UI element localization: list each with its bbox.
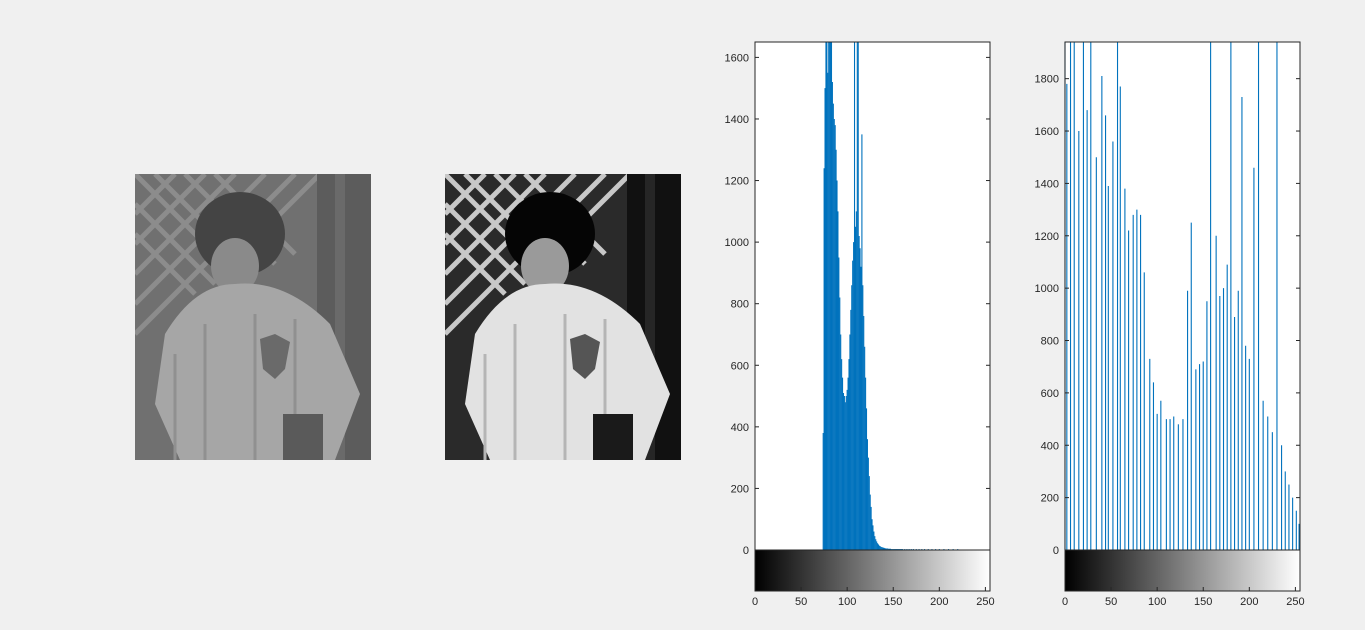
y-tick: 1200	[1035, 231, 1300, 243]
y-tick: 1600	[1035, 126, 1300, 138]
y-tick-label: 0	[1053, 545, 1059, 557]
y-tick: 800	[731, 299, 990, 311]
y-tick-label: 400	[1041, 440, 1059, 452]
histogram-original: 0 200 400 600 800 1000 1200 1400 1600 0 50 100 150 20…	[725, 41, 995, 608]
x-tick-label: 50	[795, 596, 807, 608]
gray-colorbar	[754, 549, 991, 592]
y-tick-label: 1000	[725, 237, 749, 249]
x-tick-label: 200	[930, 596, 948, 608]
y-tick-label: 1600	[1035, 126, 1059, 138]
histogram-equalized: 0 200 400 600 800 1000 1200 1400 1600 1800 0 50 100 1…	[1035, 41, 1305, 608]
x-tick: 100	[838, 587, 856, 608]
equalized-image-canvas	[445, 174, 681, 460]
y-tick: 1200	[725, 176, 990, 188]
y-tick: 200	[1041, 493, 1300, 505]
x-tick: 150	[884, 587, 902, 608]
x-tick: 50	[795, 587, 807, 608]
x-tick: 0	[752, 587, 758, 608]
original-image-canvas	[135, 174, 371, 460]
original-image	[135, 174, 371, 460]
y-tick: 800	[1041, 336, 1300, 348]
equalized-image	[445, 174, 681, 460]
gray-colorbar	[1064, 549, 1301, 592]
y-tick: 1400	[1035, 178, 1300, 190]
x-tick: 250	[1286, 587, 1305, 608]
y-tick: 200	[731, 483, 990, 495]
y-tick-label: 400	[731, 422, 749, 434]
x-tick: 50	[1105, 587, 1117, 608]
x-tick-label: 50	[1105, 596, 1117, 608]
plot-area	[755, 42, 990, 550]
y-tick: 1000	[725, 237, 990, 249]
y-tick: 600	[731, 360, 990, 372]
y-tick: 400	[1041, 440, 1300, 452]
y-tick: 400	[731, 422, 990, 434]
y-tick-label: 1200	[1035, 231, 1059, 243]
x-tick: 250	[976, 587, 995, 608]
y-tick-label: 1200	[725, 176, 749, 188]
y-tick: 1600	[725, 52, 990, 64]
x-tick-label: 250	[976, 596, 994, 608]
y-tick-label: 1400	[725, 114, 749, 126]
y-tick-label: 1400	[1035, 178, 1059, 190]
y-tick-label: 800	[1041, 336, 1059, 348]
x-tick-label: 150	[1194, 596, 1212, 608]
x-tick-label: 0	[752, 596, 758, 608]
y-tick-label: 600	[1041, 388, 1059, 400]
y-tick-label: 1800	[1035, 74, 1059, 86]
y-tick-label: 800	[731, 299, 749, 311]
y-tick: 1000	[1035, 283, 1300, 295]
x-tick: 150	[1194, 587, 1212, 608]
x-tick: 0	[1062, 587, 1068, 608]
x-tick-label: 100	[1148, 596, 1166, 608]
y-tick: 1800	[1035, 74, 1300, 86]
y-tick-label: 200	[731, 483, 749, 495]
y-tick: 600	[1041, 388, 1300, 400]
y-tick: 1400	[725, 114, 990, 126]
y-tick-label: 600	[731, 360, 749, 372]
x-tick: 200	[930, 587, 948, 608]
x-tick-label: 250	[1286, 596, 1304, 608]
x-tick-label: 200	[1240, 596, 1258, 608]
y-tick-label: 1600	[725, 52, 749, 64]
y-tick-label: 200	[1041, 493, 1059, 505]
y-tick-label: 1000	[1035, 283, 1059, 295]
x-tick: 100	[1148, 587, 1166, 608]
x-tick: 200	[1240, 587, 1258, 608]
y-tick-label: 0	[743, 545, 749, 557]
x-tick-label: 150	[884, 596, 902, 608]
x-tick-label: 0	[1062, 596, 1068, 608]
x-tick-label: 100	[838, 596, 856, 608]
